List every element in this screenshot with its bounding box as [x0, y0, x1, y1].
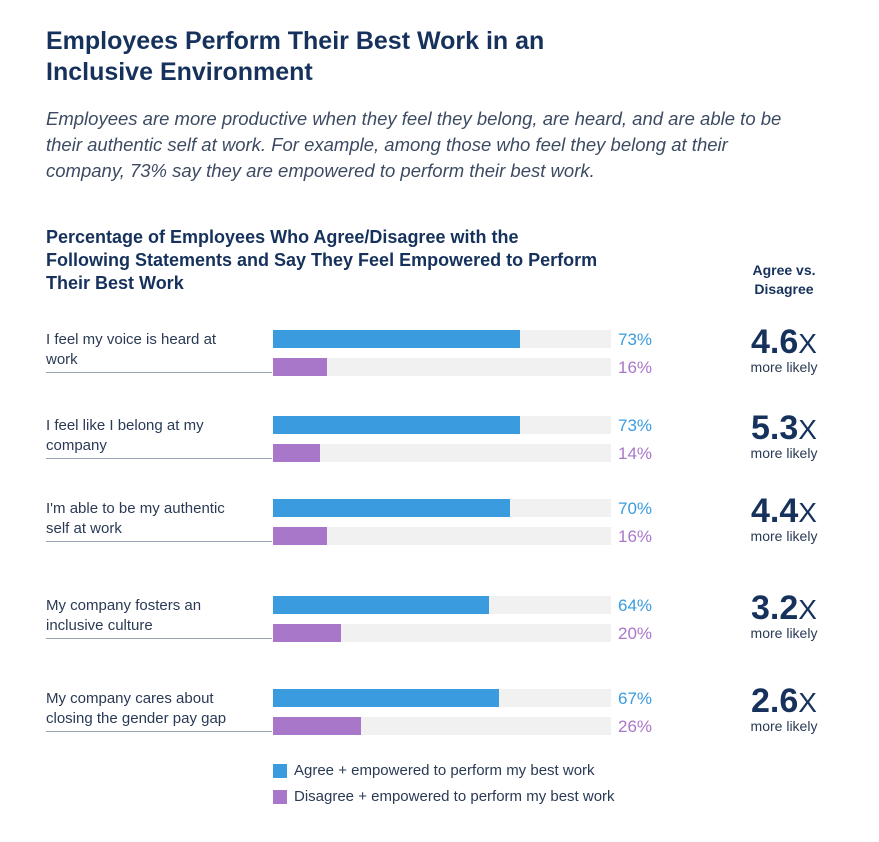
ratio-caption: more likely [750, 445, 818, 461]
chart-row: My company cares about closing the gende… [0, 683, 879, 763]
bar-agree [273, 596, 489, 614]
data-label-agree: 73% [618, 416, 653, 435]
bar-track-disagree [273, 624, 611, 642]
bar-track-agree [273, 499, 611, 517]
bar-agree [273, 330, 520, 348]
bar-track-agree [273, 330, 611, 348]
row-divider [46, 541, 272, 542]
ratio-multiplier: 2.6 [751, 682, 799, 720]
data-label-disagree: 16% [618, 527, 653, 546]
bar-agree [273, 416, 520, 434]
row-divider [46, 458, 272, 459]
category-label: My company cares about closing the gende… [46, 690, 227, 727]
bar-track-agree [273, 596, 611, 614]
row-divider [46, 638, 272, 639]
ratio-multiplier: 3.2 [751, 589, 799, 627]
bar-track-disagree [273, 717, 611, 735]
bar-track-agree [273, 689, 611, 707]
bar-agree [273, 499, 510, 517]
bar-disagree [273, 527, 327, 545]
ratio-value: 4.6X more likely [725, 324, 843, 375]
row-divider [46, 731, 272, 732]
bar-track-disagree [273, 527, 611, 545]
bar-track-disagree [273, 444, 611, 462]
bar-disagree [273, 717, 361, 735]
ratio-x-suffix: X [798, 328, 817, 359]
category-label: I feel like I belong at my company [46, 417, 204, 454]
chart-row: I'm able to be my authentic self at work… [0, 493, 879, 573]
ratio-caption: more likely [750, 359, 818, 375]
data-label-disagree: 20% [618, 624, 653, 643]
ratio-value: 2.6X more likely [725, 683, 843, 734]
bar-track-disagree [273, 358, 611, 376]
legend-swatch-disagree [273, 790, 287, 804]
ratio-x-suffix: X [798, 497, 817, 528]
bar-track-agree [273, 416, 611, 434]
chart-title: Percentage of Employees Who Agree/Disagr… [46, 227, 598, 293]
ratio-multiplier: 5.3 [751, 409, 799, 447]
data-label-agree: 64% [618, 596, 653, 615]
ratio-x-suffix: X [798, 594, 817, 625]
data-label-agree: 67% [618, 689, 653, 708]
chart-row: My company fosters an inclusive culture 6… [0, 590, 879, 670]
page-subtitle: Employees are more productive when they … [46, 108, 782, 181]
category-label: I feel my voice is heard at work [46, 331, 217, 368]
data-label-agree: 73% [618, 330, 653, 349]
ratio-number: 4.6X [725, 324, 843, 362]
legend-label-agree: Agree + empowered to perform my best wor… [294, 762, 595, 779]
chart-row: I feel my voice is heard at work 73% 16% 4.… [0, 324, 879, 404]
row-divider [46, 372, 272, 373]
ratio-column-header: Agree vs. Disagree [752, 262, 816, 297]
category-label: I'm able to be my authentic self at work [46, 500, 225, 537]
bar-agree [273, 689, 499, 707]
ratio-caption: more likely [750, 718, 818, 734]
ratio-multiplier: 4.6 [751, 323, 799, 361]
ratio-x-suffix: X [798, 687, 817, 718]
ratio-value: 3.2X more likely [725, 590, 843, 641]
bar-disagree [273, 444, 320, 462]
ratio-value: 4.4X more likely [725, 493, 843, 544]
ratio-number: 4.4X [725, 493, 843, 531]
data-label-disagree: 26% [618, 717, 653, 736]
bar-disagree [273, 624, 341, 642]
ratio-x-suffix: X [798, 414, 817, 445]
legend-swatch-agree [273, 764, 287, 778]
ratio-multiplier: 4.4 [751, 492, 799, 530]
bar-disagree [273, 358, 327, 376]
ratio-number: 5.3X [725, 410, 843, 448]
legend-label-disagree: Disagree + empowered to perform my best … [294, 788, 615, 805]
data-label-agree: 70% [618, 499, 653, 518]
chart-row: I feel like I belong at my company 73% 14%… [0, 410, 879, 490]
data-label-disagree: 16% [618, 358, 653, 377]
ratio-number: 3.2X [725, 590, 843, 628]
page-title: Employees Perform Their Best Work in an … [46, 27, 545, 86]
ratio-value: 5.3X more likely [725, 410, 843, 461]
data-label-disagree: 14% [618, 444, 653, 463]
ratio-caption: more likely [750, 625, 818, 641]
ratio-caption: more likely [750, 528, 818, 544]
ratio-number: 2.6X [725, 683, 843, 721]
category-label: My company fosters an inclusive culture [46, 597, 202, 634]
